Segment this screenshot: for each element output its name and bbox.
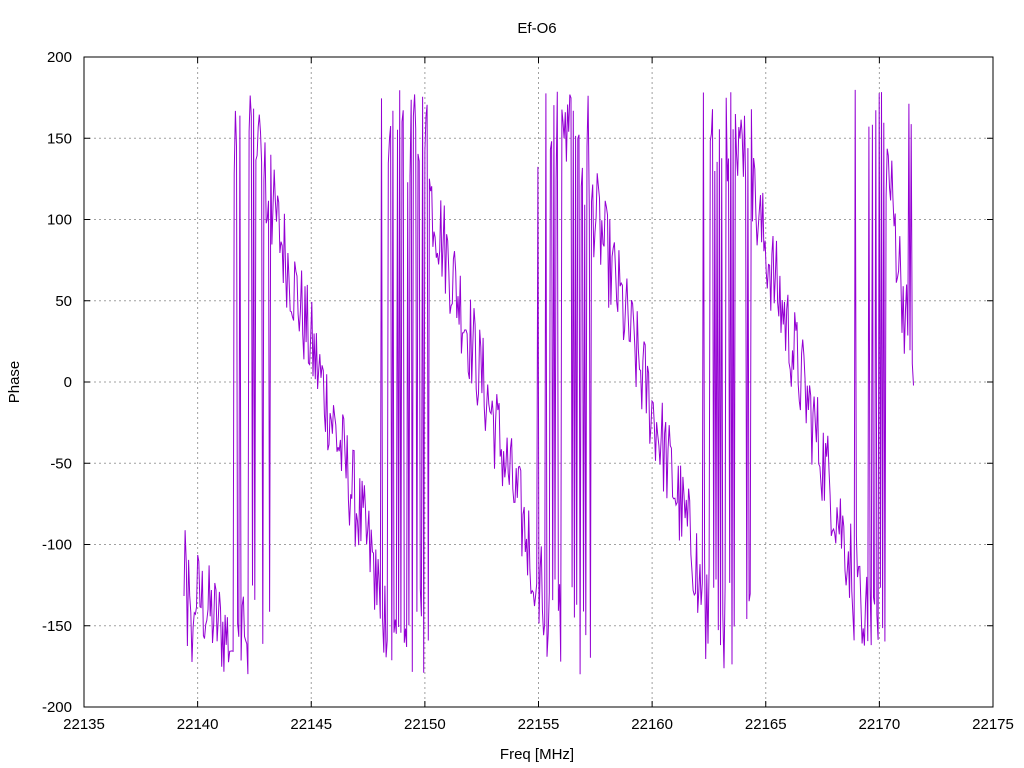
x-axis-label: Freq [MHz] xyxy=(500,746,574,763)
x-tick-label: 22170 xyxy=(859,716,901,733)
x-tick-label: 22175 xyxy=(972,716,1014,733)
y-tick-label: -50 xyxy=(50,455,72,472)
y-tick-label: 50 xyxy=(55,293,72,310)
series-phase xyxy=(183,89,914,675)
axis-ticks xyxy=(83,56,994,708)
y-tick-label: -200 xyxy=(42,699,72,716)
x-tick-label: 22140 xyxy=(177,716,219,733)
x-tick-label: 22165 xyxy=(745,716,787,733)
x-tick-labels: 22135 22140 22145 22150 22155 22160 22165 22170… xyxy=(63,716,1014,733)
x-tick-label: 22150 xyxy=(404,716,446,733)
x-tick-label: 22145 xyxy=(290,716,332,733)
x-tick-label: 22155 xyxy=(518,716,560,733)
y-tick-label: 200 xyxy=(47,49,72,66)
y-tick-label: 100 xyxy=(47,212,72,229)
y-tick-label: -100 xyxy=(42,537,72,554)
x-tick-label: 22135 xyxy=(63,716,105,733)
phase-line xyxy=(183,89,914,675)
y-axis-label: Phase xyxy=(6,361,23,404)
y-tick-label: 0 xyxy=(64,374,72,391)
x-tick-label: 22160 xyxy=(631,716,673,733)
y-tick-labels: -200 -150 -100 -50 0 50 100 150 200 xyxy=(42,49,72,716)
y-tick-label: 150 xyxy=(47,130,72,147)
chart-title: Ef-O6 xyxy=(517,20,556,37)
y-tick-label: -150 xyxy=(42,618,72,635)
